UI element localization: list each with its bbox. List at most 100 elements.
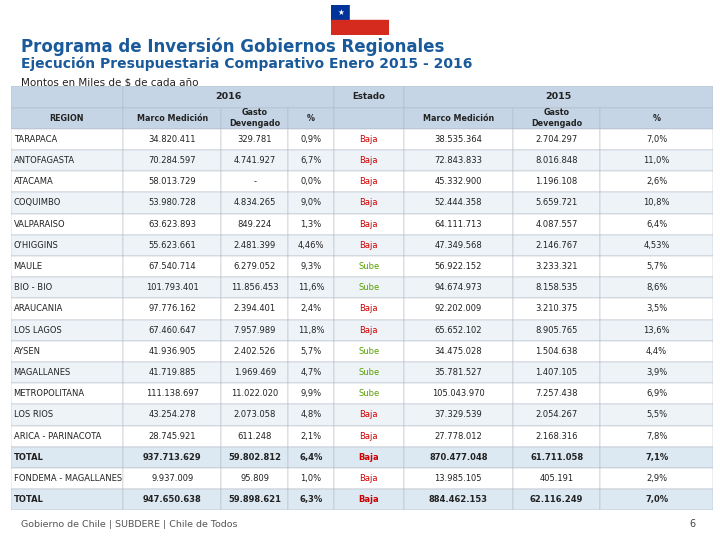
Text: 2.394.401: 2.394.401: [234, 305, 276, 313]
Bar: [288, 129, 334, 150]
Text: 5,5%: 5,5%: [646, 410, 667, 420]
Text: 45.332.900: 45.332.900: [435, 177, 482, 186]
Text: 4.087.557: 4.087.557: [536, 220, 577, 228]
Bar: [513, 468, 600, 489]
Bar: [222, 214, 288, 235]
Text: 7.957.989: 7.957.989: [233, 326, 276, 335]
Text: Montos en Miles de $ de cada año: Montos en Miles de $ de cada año: [22, 78, 199, 88]
Bar: [513, 341, 600, 362]
Bar: [513, 256, 600, 277]
Text: 2.704.297: 2.704.297: [536, 135, 577, 144]
Bar: [123, 468, 222, 489]
Bar: [334, 256, 404, 277]
Bar: [334, 235, 404, 256]
Bar: [123, 489, 222, 510]
Bar: [404, 404, 513, 426]
Bar: [404, 192, 513, 213]
Bar: [513, 320, 600, 341]
Text: 67.460.647: 67.460.647: [148, 326, 196, 335]
Bar: [288, 447, 334, 468]
Bar: [404, 256, 513, 277]
Bar: [288, 489, 334, 510]
Bar: [404, 150, 513, 171]
Text: 11.856.453: 11.856.453: [231, 284, 279, 292]
Bar: [123, 129, 222, 150]
Bar: [11, 86, 123, 107]
Bar: [334, 468, 404, 489]
Bar: [600, 404, 713, 426]
Bar: [600, 447, 713, 468]
Text: 37.329.539: 37.329.539: [434, 410, 482, 420]
Bar: [513, 129, 600, 150]
Bar: [600, 426, 713, 447]
Text: 2,4%: 2,4%: [300, 305, 321, 313]
Bar: [11, 277, 123, 299]
Text: 6: 6: [689, 519, 696, 529]
Bar: [404, 341, 513, 362]
Text: 8.158.535: 8.158.535: [536, 284, 577, 292]
Bar: [600, 129, 713, 150]
Text: Baja: Baja: [359, 326, 378, 335]
Bar: [123, 404, 222, 426]
Text: 67.540.714: 67.540.714: [148, 262, 196, 271]
Bar: [351, 5, 389, 20]
Text: 6,3%: 6,3%: [300, 495, 323, 504]
Bar: [600, 150, 713, 171]
Text: 62.116.249: 62.116.249: [530, 495, 583, 504]
Text: 41.936.905: 41.936.905: [148, 347, 196, 356]
Text: 101.793.401: 101.793.401: [146, 284, 199, 292]
Text: 11,0%: 11,0%: [644, 156, 670, 165]
Bar: [288, 404, 334, 426]
Text: 34.475.028: 34.475.028: [434, 347, 482, 356]
Text: 70.284.597: 70.284.597: [148, 156, 196, 165]
Text: 11.022.020: 11.022.020: [231, 389, 279, 398]
Text: METROPOLITANA: METROPOLITANA: [14, 389, 85, 398]
Bar: [123, 299, 222, 320]
Bar: [334, 341, 404, 362]
Bar: [600, 362, 713, 383]
Bar: [11, 362, 123, 383]
Text: REGION: REGION: [50, 114, 84, 123]
Text: Sube: Sube: [358, 389, 379, 398]
Text: Estado: Estado: [352, 92, 385, 102]
Text: Baja: Baja: [359, 220, 378, 228]
Text: BIO - BIO: BIO - BIO: [14, 284, 52, 292]
Bar: [288, 256, 334, 277]
Text: 8.905.765: 8.905.765: [536, 326, 577, 335]
Bar: [222, 299, 288, 320]
Text: Baja: Baja: [359, 495, 379, 504]
Text: Baja: Baja: [359, 305, 378, 313]
Bar: [123, 320, 222, 341]
Bar: [334, 150, 404, 171]
Bar: [222, 256, 288, 277]
Text: 9,0%: 9,0%: [300, 199, 321, 207]
Text: 1.504.638: 1.504.638: [536, 347, 577, 356]
Text: 52.444.358: 52.444.358: [435, 199, 482, 207]
Bar: [288, 107, 334, 129]
Text: 6,4%: 6,4%: [646, 220, 667, 228]
Bar: [288, 426, 334, 447]
Bar: [11, 341, 123, 362]
Text: 1,3%: 1,3%: [300, 220, 322, 228]
Bar: [288, 214, 334, 235]
Text: 9,3%: 9,3%: [300, 262, 322, 271]
Bar: [331, 20, 389, 35]
Bar: [222, 150, 288, 171]
Text: Gasto
Devengado: Gasto Devengado: [531, 109, 582, 128]
Bar: [600, 277, 713, 299]
Bar: [222, 235, 288, 256]
Bar: [600, 320, 713, 341]
Bar: [404, 129, 513, 150]
Text: 6.279.052: 6.279.052: [233, 262, 276, 271]
Text: ATACAMA: ATACAMA: [14, 177, 53, 186]
Bar: [404, 426, 513, 447]
Bar: [222, 107, 288, 129]
Bar: [600, 299, 713, 320]
Text: 7,1%: 7,1%: [645, 453, 668, 462]
Text: Baja: Baja: [359, 199, 378, 207]
Text: 2.481.399: 2.481.399: [233, 241, 276, 250]
Text: 9,9%: 9,9%: [300, 389, 321, 398]
Bar: [600, 107, 713, 129]
Bar: [600, 214, 713, 235]
Bar: [334, 129, 404, 150]
